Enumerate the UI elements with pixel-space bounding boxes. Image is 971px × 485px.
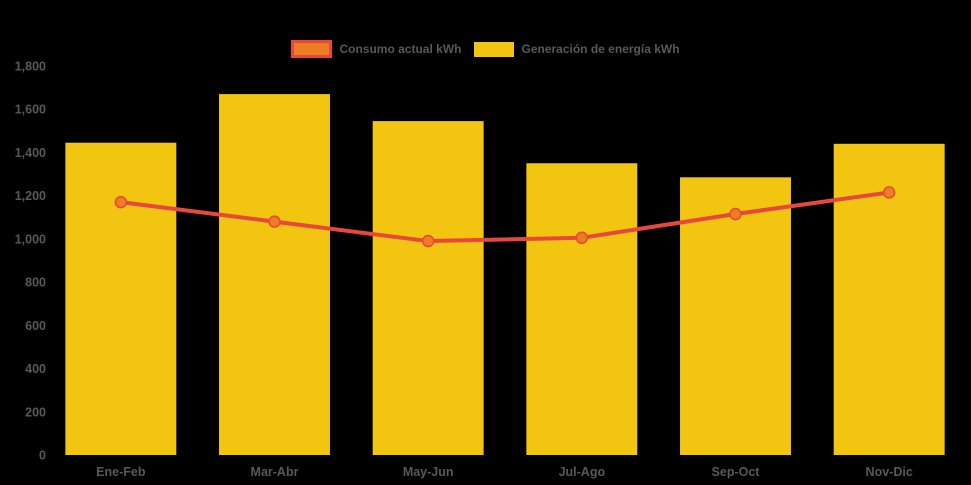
y-tick-label: 200 bbox=[25, 405, 46, 419]
x-tick-label: Sep-Oct bbox=[712, 465, 761, 479]
consumo-point bbox=[575, 231, 589, 245]
y-tick-label: 0 bbox=[39, 449, 46, 463]
consumo-point bbox=[882, 186, 896, 199]
y-tick-label: 400 bbox=[25, 362, 46, 376]
generacion-energia-swatch-icon bbox=[474, 41, 515, 57]
x-tick-label: Jul-Ago bbox=[559, 465, 606, 479]
legend-item-consumo-actual[interactable]: Consumo actual kWh bbox=[291, 40, 461, 58]
consumo-point bbox=[729, 207, 742, 221]
y-tick-label: 1,800 bbox=[15, 60, 46, 74]
y-tick-label: 800 bbox=[25, 276, 46, 290]
x-tick-label: May-Jun bbox=[403, 465, 454, 479]
chart-legend: Consumo actual kWh Generación de energía… bbox=[0, 40, 971, 58]
generacion-bar bbox=[65, 142, 177, 455]
x-tick-label: Ene-Feb bbox=[96, 465, 146, 479]
x-tick-label: Mar-Abr bbox=[251, 465, 299, 479]
consumo-point bbox=[114, 195, 128, 209]
generacion-bar bbox=[372, 121, 484, 455]
y-tick-label: 1,200 bbox=[15, 189, 46, 203]
y-tick-label: 1,000 bbox=[15, 232, 46, 246]
generacion-bar bbox=[219, 94, 330, 455]
y-tick-label: 600 bbox=[25, 319, 46, 333]
consumo-line bbox=[118, 190, 892, 244]
generacion-bar bbox=[526, 163, 638, 455]
y-tick-label: 1,400 bbox=[15, 146, 46, 160]
y-tick-label: 1,600 bbox=[15, 103, 46, 117]
consumo-actual-swatch-icon bbox=[291, 40, 333, 58]
x-tick-label: Nov-Dic bbox=[866, 465, 913, 479]
legend-label-consumo-actual: Consumo actual kWh bbox=[339, 42, 462, 56]
legend-label-generacion-energia: Generación de energía kWh bbox=[521, 42, 680, 56]
consumo-point bbox=[421, 234, 435, 248]
legend-item-generacion-energia[interactable]: Generación de energía kWh bbox=[474, 41, 680, 57]
consumo-point bbox=[268, 215, 281, 228]
generacion-bar bbox=[680, 177, 791, 455]
